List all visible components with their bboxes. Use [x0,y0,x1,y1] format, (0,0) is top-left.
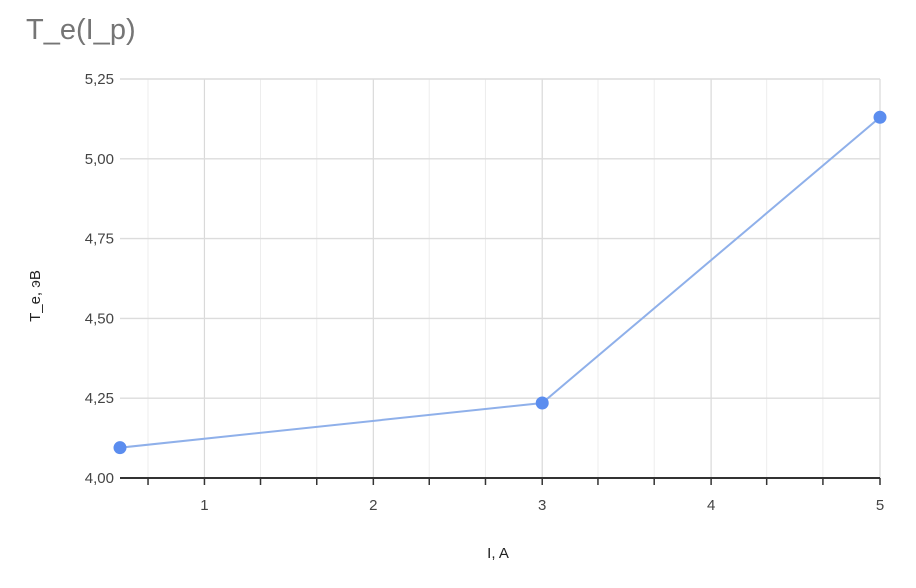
x-tick-label: 1 [200,497,208,514]
x-tick-label: 4 [707,497,715,514]
y-tick-label: 4,25 [85,390,114,407]
x-tick-label: 3 [538,497,546,514]
chart-title: T_e(I_p) [26,14,136,46]
data-point [873,110,887,124]
y-tick-label: 4,75 [85,231,114,248]
x-axis-ticks: 1 2 3 4 5 [147,478,884,514]
y-tick-label: 4,50 [85,310,114,327]
y-axis-ticks: 4,00 4,25 4,50 4,75 5,00 5,25 [85,71,114,487]
y-tick-label: 4,00 [85,470,114,487]
y-tick-label: 5,00 [85,151,114,168]
data-point [535,396,549,410]
x-tick-label: 2 [369,497,377,514]
x-axis-title: I, A [487,545,509,562]
y-axis-title: T_e, эВ [27,270,44,322]
grid [120,78,881,479]
series-layer [113,110,887,455]
x-tick-label: 5 [876,497,884,514]
y-tick-label: 5,25 [85,71,114,88]
data-point [113,441,127,455]
